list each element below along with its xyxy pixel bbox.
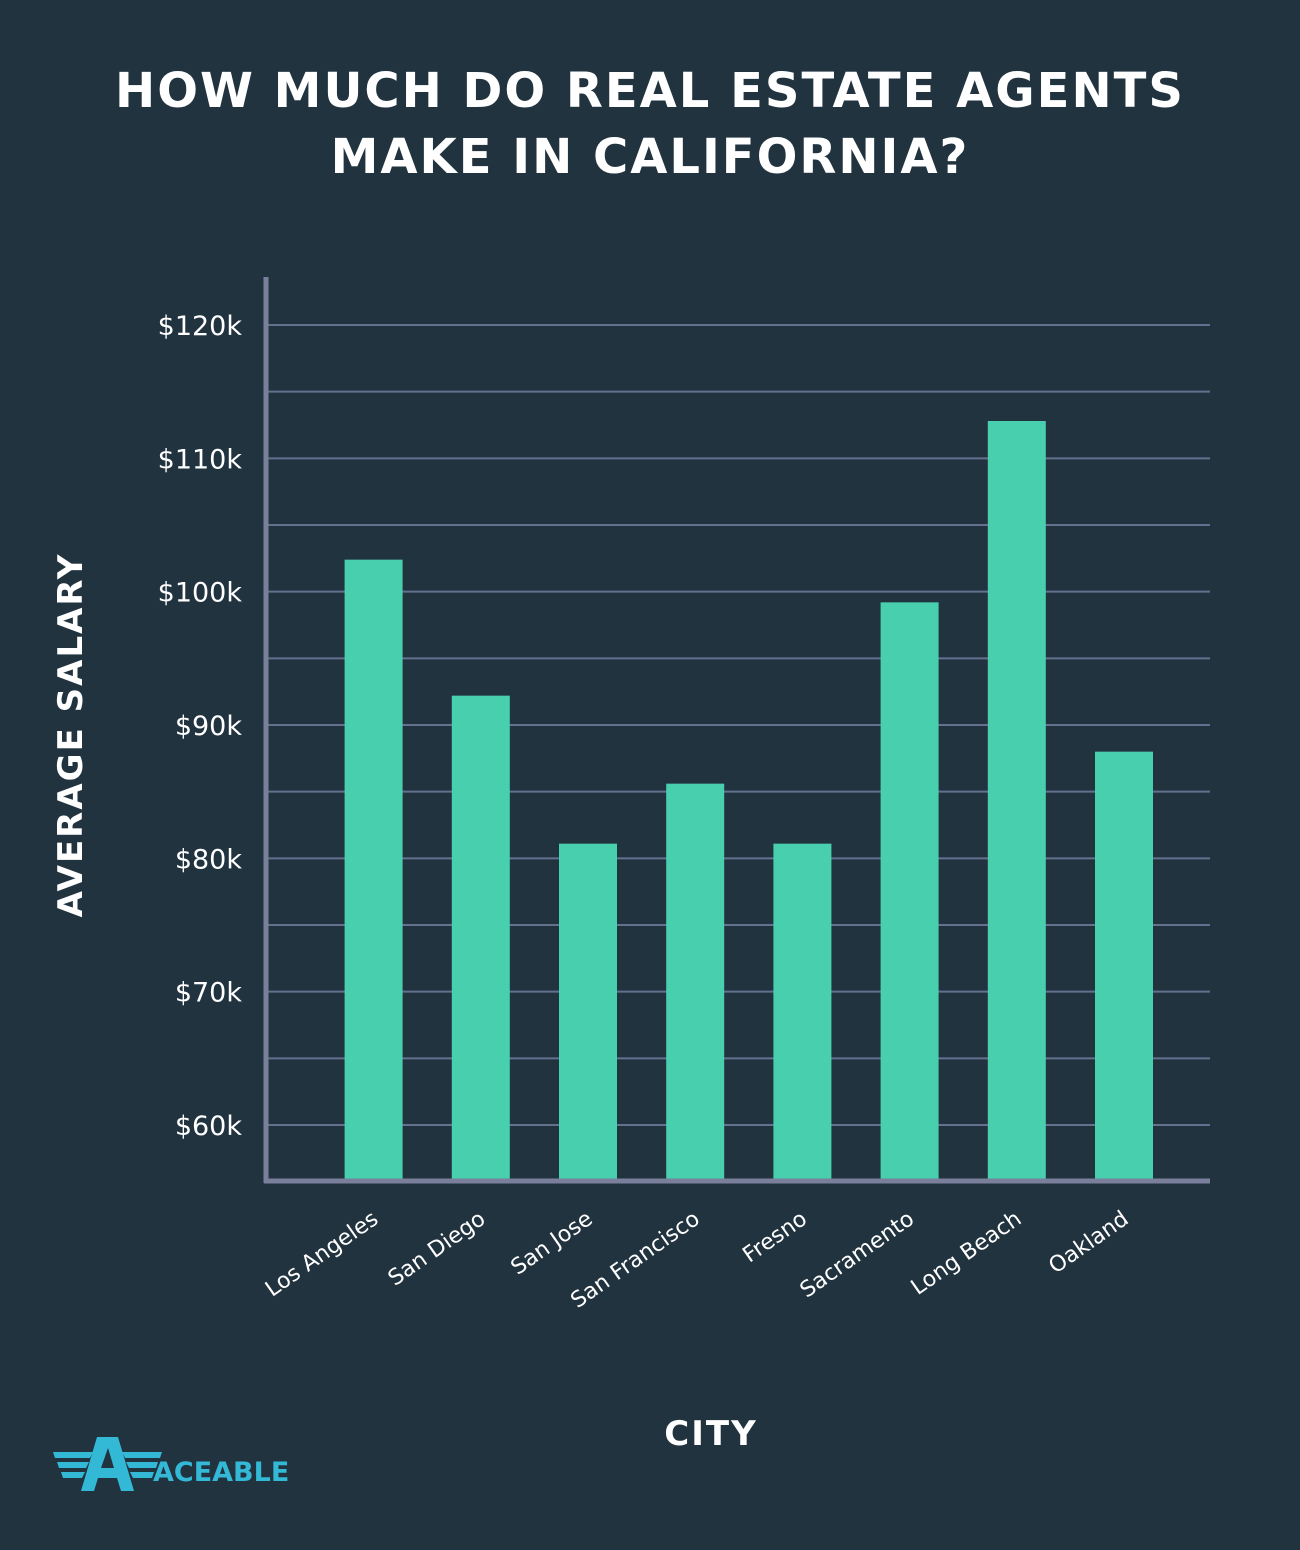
y-tick-label: $110k xyxy=(158,444,243,475)
y-axis-title: AVERAGE SALARY xyxy=(51,553,91,918)
chart-title-line-2: MAKE IN CALIFORNIA? xyxy=(330,129,970,185)
x-category-label: Sacramento xyxy=(796,1206,919,1303)
bar xyxy=(559,843,617,1181)
x-category-label: Long Beach xyxy=(907,1206,1027,1300)
bar xyxy=(880,602,939,1181)
x-category-label: Fresno xyxy=(739,1206,812,1268)
x-category-label: San Diego xyxy=(384,1206,490,1291)
x-category-label: San Jose xyxy=(507,1206,598,1280)
bars xyxy=(344,421,1153,1181)
bar xyxy=(344,559,403,1181)
gridlines xyxy=(266,324,1210,1126)
bar xyxy=(1095,751,1153,1181)
y-tick-labels: $60k $70k $80k $90k $100k $110k $120k xyxy=(158,311,243,1142)
axes xyxy=(263,277,1210,1184)
y-tick-label: $90k xyxy=(175,711,243,742)
bar xyxy=(987,421,1046,1181)
x-category-label: Los Angeles xyxy=(261,1206,383,1302)
bar xyxy=(773,843,832,1181)
chart-title: HOW MUCH DO REAL ESTATE AGENTS MAKE IN C… xyxy=(0,58,1300,190)
x-axis-title: CITY xyxy=(664,1414,757,1454)
brand-logo: ACEABLE xyxy=(53,1437,289,1491)
bar xyxy=(451,695,510,1181)
y-tick-label: $100k xyxy=(158,578,243,609)
aceable-wings-logo-icon xyxy=(53,1437,162,1491)
chart-title-line-1: HOW MUCH DO REAL ESTATE AGENTS xyxy=(115,63,1185,119)
y-tick-label: $60k xyxy=(175,1111,243,1142)
x-category-label: Oakland xyxy=(1045,1206,1134,1279)
y-tick-label: $80k xyxy=(175,844,243,875)
brand-name: ACEABLE xyxy=(153,1457,289,1488)
y-tick-label: $120k xyxy=(158,311,243,342)
y-tick-label: $70k xyxy=(175,978,243,1009)
bar xyxy=(666,783,725,1181)
